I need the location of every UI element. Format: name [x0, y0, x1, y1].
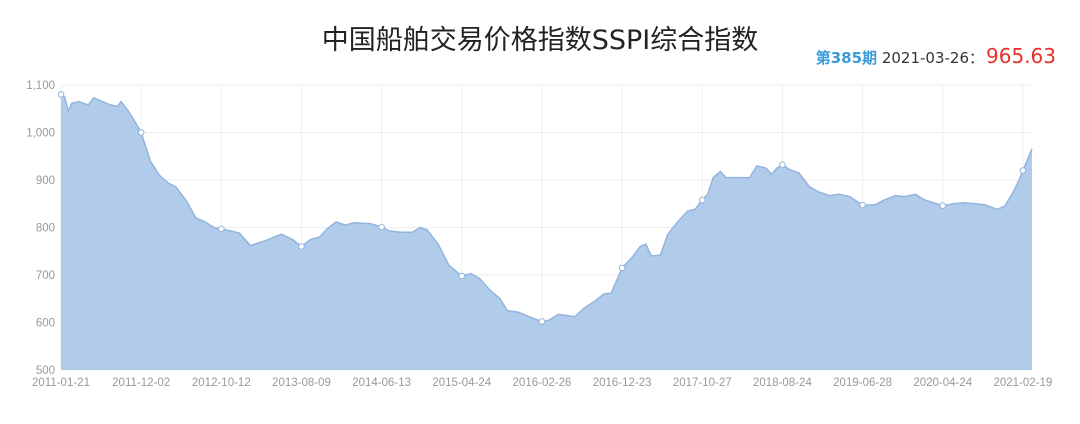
x-tick-label: 2014-06-13 — [352, 377, 411, 389]
series-line — [60, 93, 1033, 323]
data-point-marker — [57, 91, 65, 98]
x-tick-label: 2016-12-23 — [593, 377, 652, 389]
x-tick-label: 2020-04-24 — [913, 377, 972, 389]
y-tick-label: 800 — [36, 223, 55, 235]
data-point-marker — [698, 196, 706, 204]
y-tick-label: 1,100 — [26, 80, 55, 92]
data-point-marker — [779, 161, 786, 169]
x-tick-label: 2011-01-21 — [32, 377, 90, 389]
data-point-marker — [378, 223, 385, 231]
x-tick-label: 2017-10-27 — [673, 377, 732, 389]
y-tick-label: 600 — [36, 318, 55, 330]
y-tick-label: 500 — [36, 365, 55, 377]
x-tick-label: 2018-08-24 — [753, 377, 812, 389]
x-tick-label: 2015-04-24 — [432, 377, 491, 389]
data-point-marker — [218, 225, 225, 233]
data-point-marker — [939, 202, 947, 209]
latest-info: 第385期 2021-03-26： 965.63 — [816, 44, 1056, 68]
latest-date: 2021-03-26： — [881, 49, 985, 67]
latest-value: 965.63 — [986, 44, 1056, 68]
area-fill — [61, 94, 1032, 370]
x-tick-label: 2021-02-19 — [993, 377, 1052, 389]
x-tick-label: 2012-10-12 — [192, 377, 251, 389]
data-point-marker — [618, 264, 626, 272]
data-point-marker — [458, 272, 466, 280]
chart-title: 中国船舶交易价格指数SSPI综合指数 — [321, 25, 759, 56]
data-point-marker — [298, 243, 305, 250]
y-tick-label: 700 — [36, 270, 55, 282]
data-point-marker — [538, 318, 546, 325]
period-label: 第385期 — [815, 49, 878, 67]
x-tick-label: 2013-08-09 — [272, 377, 331, 389]
x-tick-label: 2016-02-26 — [513, 377, 572, 389]
y-tick-label: 900 — [36, 175, 55, 187]
y-tick-label: 1,000 — [26, 128, 55, 140]
x-tick-label: 2019-06-28 — [833, 377, 892, 389]
x-tick-label: 2011-12-02 — [112, 377, 170, 389]
data-point-marker — [859, 201, 866, 209]
data-point-marker — [1019, 167, 1027, 174]
data-point-marker — [137, 129, 145, 136]
